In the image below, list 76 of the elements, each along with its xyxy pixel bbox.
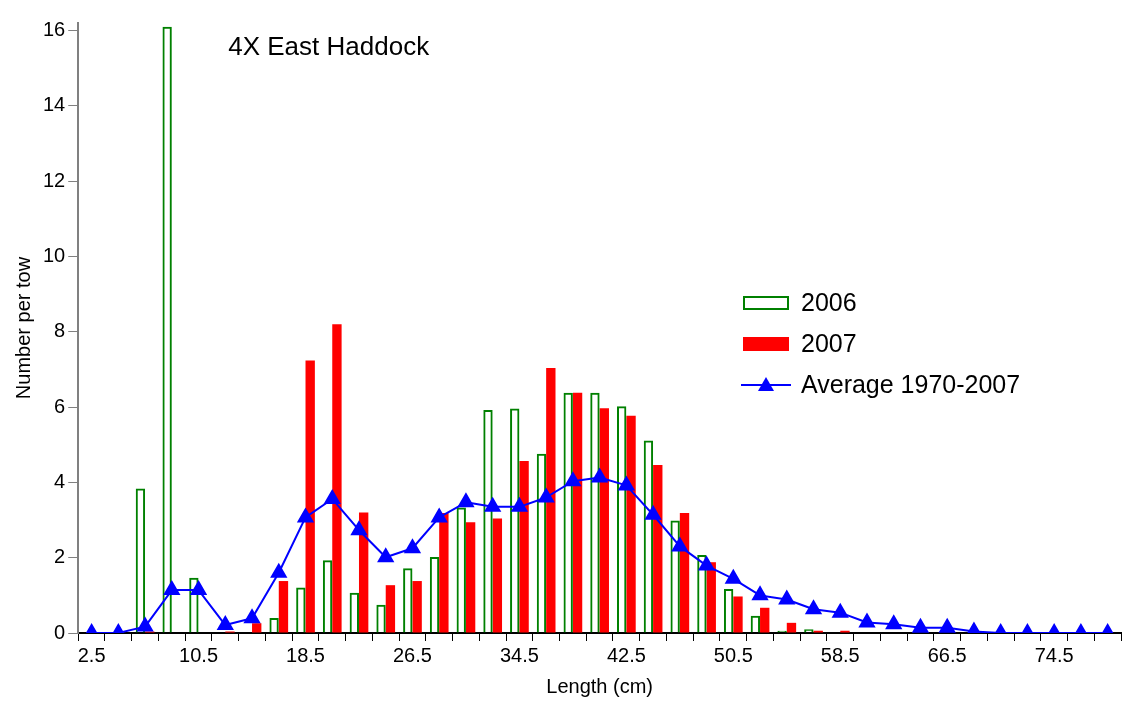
bar xyxy=(599,408,609,633)
bar xyxy=(760,607,770,633)
point xyxy=(591,468,608,483)
bar xyxy=(546,367,556,633)
point xyxy=(671,537,688,552)
point xyxy=(859,613,875,628)
point xyxy=(297,508,314,523)
bar xyxy=(519,460,529,633)
bar xyxy=(252,623,262,633)
bar xyxy=(305,360,315,633)
point xyxy=(538,488,555,503)
bar xyxy=(465,522,476,633)
x-axis-title: Length (cm) xyxy=(546,674,653,697)
y-tick-label: 14 xyxy=(43,93,66,116)
point xyxy=(832,603,849,618)
point xyxy=(377,548,394,563)
point xyxy=(431,508,448,523)
x-tick-label: 42.5 xyxy=(606,643,646,666)
bar xyxy=(278,581,289,633)
point xyxy=(912,618,929,633)
legend-label: Average 1970-2007 xyxy=(801,370,1021,399)
point xyxy=(618,476,635,491)
y-tick-label: 0 xyxy=(54,620,66,643)
point xyxy=(404,539,421,554)
chart-title: 4X East Haddock xyxy=(228,31,431,62)
point xyxy=(885,615,902,630)
x-tick-label: 18.5 xyxy=(286,643,325,666)
y-tick-label: 16 xyxy=(43,18,66,41)
x-tick-label: 10.5 xyxy=(179,643,219,666)
x-tick-label: 50.5 xyxy=(713,643,753,666)
y-tick-label: 6 xyxy=(54,394,66,417)
point xyxy=(939,618,956,633)
point xyxy=(244,609,260,624)
bar xyxy=(572,392,583,633)
y-tick-label: 10 xyxy=(43,243,66,266)
bar xyxy=(679,512,690,633)
bar xyxy=(786,622,797,633)
y-tick-label: 12 xyxy=(43,168,66,191)
y-axis-title: Number per tow xyxy=(11,256,34,400)
point xyxy=(752,586,768,601)
point xyxy=(163,581,180,596)
point xyxy=(190,581,207,596)
point xyxy=(270,563,287,578)
bar xyxy=(492,518,503,633)
y-tick-label: 4 xyxy=(54,469,66,492)
bar xyxy=(412,581,422,633)
point xyxy=(217,616,234,631)
legend-label: 2006 xyxy=(801,288,857,317)
bar xyxy=(439,512,449,633)
bar xyxy=(626,415,636,633)
y-tick-label: 8 xyxy=(54,319,66,342)
point xyxy=(511,497,528,512)
point xyxy=(805,600,822,615)
x-tick-label: 66.5 xyxy=(927,643,967,666)
x-tick-label: 2.5 xyxy=(77,643,106,666)
x-tick-label: 58.5 xyxy=(820,643,860,666)
point xyxy=(137,617,154,632)
bar xyxy=(385,585,396,633)
point xyxy=(458,493,474,508)
point xyxy=(324,489,341,504)
x-tick-label: 74.5 xyxy=(1034,643,1074,666)
point xyxy=(351,521,367,536)
point xyxy=(778,590,795,605)
x-tick-label: 26.5 xyxy=(392,643,432,666)
bar xyxy=(332,324,342,633)
y-tick-label: 2 xyxy=(54,545,66,568)
point xyxy=(645,505,662,520)
point xyxy=(698,556,715,571)
bar xyxy=(733,596,743,633)
bar xyxy=(358,512,369,633)
legend-label: 2007 xyxy=(801,329,857,358)
point xyxy=(725,569,742,584)
bar xyxy=(653,465,663,633)
point xyxy=(564,472,581,487)
point xyxy=(484,497,501,512)
x-tick-label: 34.5 xyxy=(499,643,539,666)
